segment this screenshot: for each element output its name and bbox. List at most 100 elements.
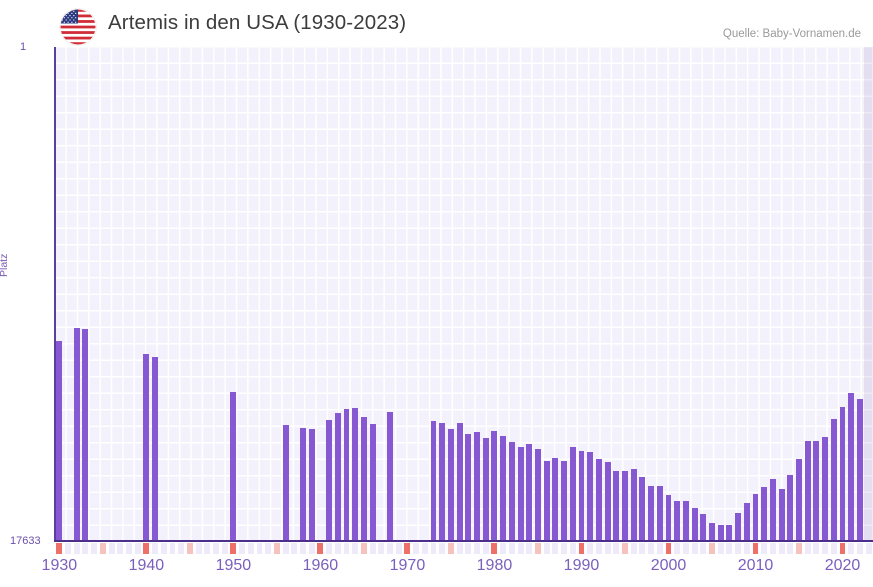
decade-marker-1955	[273, 543, 280, 554]
bar-1991	[587, 452, 594, 541]
decade-marker-1983	[517, 543, 524, 554]
bar-1982	[508, 442, 515, 541]
decade-marker-1945	[186, 543, 193, 554]
decade-marker-2013	[778, 543, 785, 554]
bar-2015	[796, 459, 802, 541]
bar-2001	[674, 501, 681, 541]
bar-2008	[735, 513, 742, 541]
decade-marker-1998	[648, 543, 655, 554]
decade-marker-1986	[543, 543, 550, 554]
bar-1977	[465, 434, 472, 541]
decade-marker-1991	[587, 543, 594, 554]
decade-marker-1937	[117, 543, 124, 554]
decade-marker-1976	[456, 543, 463, 554]
decade-marker-2009	[743, 543, 750, 554]
bar-2016	[804, 441, 811, 541]
bar-1961	[326, 420, 333, 541]
decade-marker-2017	[813, 543, 820, 554]
decade-marker-1933	[82, 543, 89, 554]
us-flag-icon	[60, 9, 96, 45]
decade-marker-1947	[204, 543, 211, 554]
bar-1986	[543, 461, 550, 541]
decade-marker-2018	[822, 543, 829, 554]
bar-2011	[761, 487, 768, 541]
decade-marker-1944	[178, 543, 185, 554]
page-title: Artemis in den USA (1930-2023)	[108, 11, 407, 34]
bar-1980	[491, 431, 498, 541]
decade-marker-1956	[282, 543, 289, 554]
decade-marker-1958	[300, 543, 306, 554]
decade-marker-1941	[152, 543, 159, 554]
bar-1963	[343, 409, 350, 541]
bar-1950	[230, 392, 237, 541]
decade-marker-1968	[387, 543, 393, 554]
decade-marker-1942	[160, 543, 167, 554]
decade-marker-1961	[326, 543, 333, 554]
bar-1992	[595, 459, 602, 541]
bar-2017	[813, 441, 820, 541]
bar-1978	[474, 432, 480, 541]
decade-marker-2021	[848, 543, 855, 554]
decade-marker-2016	[804, 543, 811, 554]
bar-2010	[752, 494, 759, 541]
bar-2000	[665, 495, 672, 541]
decade-marker-1965	[360, 543, 367, 554]
decade-marker-2020	[839, 543, 846, 554]
x-tick-1990: 1990	[563, 557, 600, 574]
decade-marker-1971	[413, 543, 420, 554]
decade-marker-1934	[91, 543, 98, 554]
decade-marker-2022	[856, 543, 863, 554]
bar-1933	[82, 329, 89, 541]
decade-marker-1989	[569, 543, 576, 554]
bar-2009	[743, 503, 750, 541]
chart-header: Artemis in den USA (1930-2023) Quelle: B…	[0, 0, 873, 47]
decade-marker-1993	[604, 543, 611, 554]
decade-marker-1990	[578, 543, 585, 554]
decade-marker-2005	[709, 543, 715, 554]
bar-1989	[569, 447, 576, 541]
decade-marker-2019	[830, 543, 837, 554]
bar-1930	[56, 341, 63, 541]
decade-marker-1952	[247, 543, 254, 554]
bar-1959	[308, 429, 315, 541]
decade-marker-1966	[369, 543, 376, 554]
bar-1973	[430, 421, 437, 541]
decade-marker-1985	[535, 543, 541, 554]
decade-marker-1988	[561, 543, 568, 554]
decade-marker-1943	[169, 543, 176, 554]
decade-marker-1974	[439, 543, 446, 554]
decade-marker-2023	[865, 543, 872, 554]
decade-marker-2008	[735, 543, 742, 554]
x-tick-2010: 2010	[737, 557, 774, 574]
bar-2013	[778, 489, 785, 541]
decade-marker-1981	[500, 543, 507, 554]
decade-marker-1954	[265, 543, 272, 554]
decade-marker-strip	[55, 543, 873, 554]
decade-marker-1999	[656, 543, 663, 554]
decade-marker-1978	[474, 543, 480, 554]
bar-2005	[709, 523, 715, 541]
bar-1985	[535, 449, 541, 541]
decade-marker-2015	[796, 543, 802, 554]
bar-2003	[691, 508, 698, 541]
decade-marker-2003	[691, 543, 698, 554]
bar-1968	[387, 412, 393, 541]
bar-series	[55, 47, 873, 541]
decade-marker-1969	[395, 543, 402, 554]
decade-marker-1964	[352, 543, 359, 554]
decade-marker-1960	[317, 543, 324, 554]
decade-marker-1977	[465, 543, 472, 554]
plot-area	[54, 47, 873, 542]
bar-1988	[561, 461, 568, 541]
decade-marker-1975	[447, 543, 454, 554]
decade-marker-1980	[491, 543, 498, 554]
bar-1998	[648, 486, 655, 541]
forecast-shaded-region	[864, 47, 873, 541]
decade-marker-1982	[508, 543, 515, 554]
decade-marker-1951	[239, 543, 246, 554]
bar-1987	[552, 458, 559, 541]
x-axis-line	[54, 540, 873, 542]
decade-marker-1953	[256, 543, 263, 554]
y-axis-line	[54, 47, 56, 541]
decade-marker-1984	[526, 543, 533, 554]
